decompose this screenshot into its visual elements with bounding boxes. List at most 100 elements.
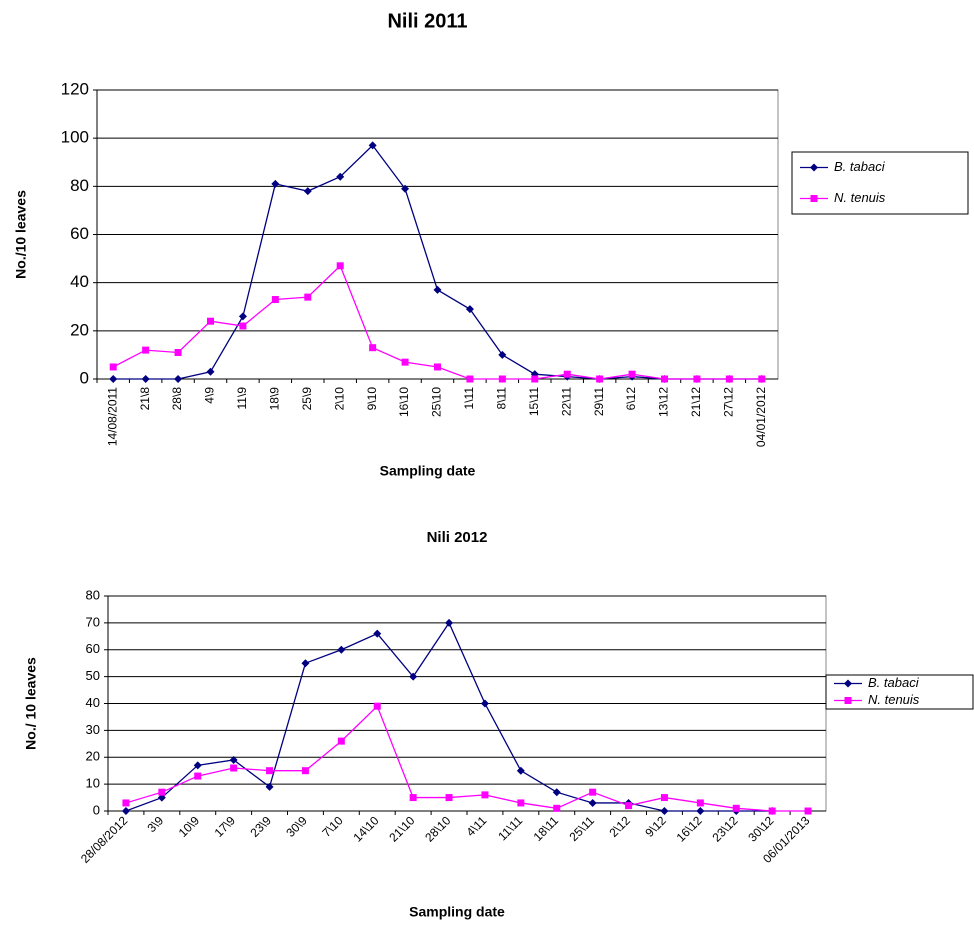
marker (174, 349, 182, 357)
marker (693, 375, 701, 383)
series-line (125, 705, 809, 812)
y-tick-label: 0 (80, 368, 89, 387)
legend-box (791, 151, 969, 215)
x-tick-label: 25\9 (300, 387, 314, 411)
y-tick-label: 120 (61, 79, 89, 98)
marker (844, 697, 852, 704)
y-tick-label: 80 (86, 587, 100, 602)
x-tick-label: 04/01/2012 (754, 387, 768, 447)
x-tick-label: 3\9 (145, 813, 167, 835)
x-tick-label: 27\12 (722, 387, 736, 417)
marker (109, 363, 117, 371)
chart-title: Nili 2012 (427, 529, 488, 546)
x-tick-label: 30\9 (283, 813, 310, 840)
marker (194, 772, 202, 780)
legend-label: N. tenuis (834, 190, 886, 205)
x-tick-label: 21\10 (386, 813, 417, 844)
marker (660, 794, 668, 802)
y-tick-label: 70 (86, 614, 100, 629)
marker (409, 672, 418, 681)
marker (303, 187, 312, 196)
legend: B. tabaci N. tenuis (825, 674, 974, 710)
marker (369, 344, 377, 352)
chart-title: Nili 2011 (387, 10, 467, 32)
marker (810, 163, 818, 172)
y-tick-label: 60 (86, 641, 100, 656)
x-axis-label: Sampling date (409, 904, 505, 920)
marker (336, 172, 345, 181)
marker (498, 375, 506, 383)
x-tick-label: 1\11 (462, 387, 476, 410)
marker (368, 141, 377, 150)
x-tick-label: 18\11 (531, 813, 562, 844)
marker (596, 375, 604, 383)
chart: Nili 2011 0 20 40 60 80 100 120 14/08/2011 21\8 28… (13, 10, 969, 479)
y-tick-label: 40 (86, 695, 100, 710)
marker (230, 764, 238, 772)
x-tick-label: 28\8 (170, 387, 184, 411)
x-tick-label: 21\12 (689, 387, 703, 417)
marker (516, 766, 525, 775)
x-tick-label: 17\9 (212, 813, 239, 840)
marker (193, 761, 202, 770)
marker (174, 375, 183, 383)
x-tick-label: 11\11 (495, 813, 525, 843)
marker (768, 807, 776, 815)
series-line (125, 621, 773, 812)
x-tick-label: 23\12 (709, 813, 740, 844)
x-tick-label: 7\10 (319, 813, 346, 840)
x-tick-label: 4\9 (203, 387, 217, 404)
x-tick-label: 29\11 (592, 387, 606, 416)
legend-label: B. tabaci (834, 159, 886, 174)
y-tick-label: 0 (93, 802, 100, 817)
y-axis-label: No./10 leaves (13, 190, 29, 279)
marker (696, 799, 704, 807)
x-tick-label: 14/08/2011 (105, 387, 119, 446)
marker (337, 737, 345, 745)
marker (337, 645, 346, 654)
marker (725, 375, 733, 383)
marker (265, 782, 274, 791)
marker (465, 305, 474, 314)
marker (588, 798, 597, 807)
marker (239, 322, 247, 330)
x-tick-label: 30\12 (745, 813, 776, 844)
y-tick-label: 80 (70, 176, 89, 195)
marker (229, 755, 238, 764)
x-tick-label: 2\12 (606, 813, 633, 840)
marker (122, 799, 130, 807)
x-tick-label: 9\12 (642, 813, 669, 840)
x-tick-label: 9\10 (365, 387, 379, 411)
marker (158, 788, 166, 796)
marker (445, 618, 454, 627)
marker (271, 296, 279, 304)
legend-label: N. tenuis (868, 692, 920, 707)
marker (589, 788, 597, 796)
x-tick-label: 13\12 (657, 387, 671, 417)
y-tick-label: 50 (86, 668, 100, 683)
x-axis-label: Sampling date (380, 463, 476, 479)
marker (804, 807, 812, 815)
y-tick-label: 20 (70, 320, 89, 339)
x-tick-label: 4\11 (464, 813, 490, 839)
marker (628, 370, 636, 378)
x-tick-label: 10\9 (176, 813, 203, 840)
x-tick-label: 2\10 (332, 387, 346, 411)
marker (661, 375, 668, 383)
x-tick-label: 16\12 (674, 813, 705, 844)
x-tick-label: 11\9 (235, 387, 249, 410)
marker (498, 350, 507, 359)
y-axis-label: No./ 10 leaves (23, 657, 39, 750)
x-tick-label: 6\12 (624, 387, 638, 411)
marker (810, 195, 818, 202)
marker (660, 807, 669, 815)
x-tick-label: 16\10 (397, 387, 411, 417)
y-tick-label: 60 (70, 224, 89, 243)
marker (434, 363, 441, 371)
marker (206, 367, 215, 376)
marker (401, 358, 409, 366)
marker (409, 794, 417, 802)
marker (373, 629, 382, 638)
